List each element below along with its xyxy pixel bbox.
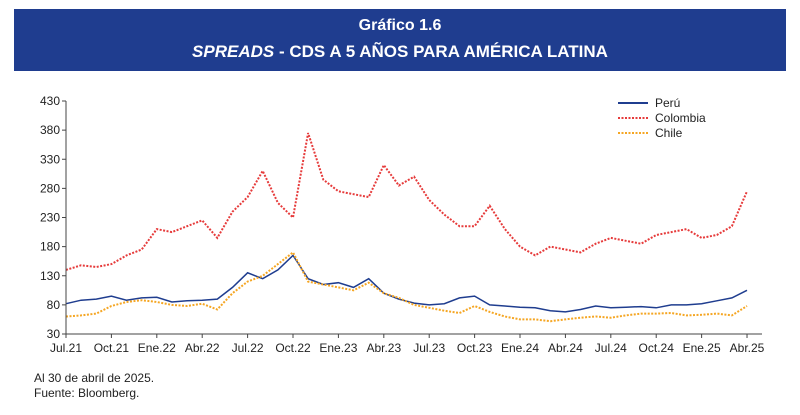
x-tick-label: Ene.24 <box>501 341 539 355</box>
chart-header-banner: Gráfico 1.6 SPREADS - CDS A 5 AÑOS PARA … <box>14 9 786 71</box>
y-axis: 30 80 130 180 230 280 330 380 430 <box>40 94 67 341</box>
y-tick-label: 330 <box>40 152 60 166</box>
x-tick-label: Ene.23 <box>319 341 357 355</box>
x-tick-label: Oct.21 <box>94 341 130 355</box>
chart-title-italic: SPREADS <box>192 42 275 61</box>
plot-area <box>65 132 748 323</box>
chart-title-rest: - CDS A 5 AÑOS PARA AMÉRICA LATINA <box>274 42 608 61</box>
date-note: Al 30 de abril de 2025. <box>34 371 155 385</box>
x-tick-label: Oct.24 <box>639 341 675 355</box>
x-tick-label: Jul.22 <box>232 341 264 355</box>
y-tick-label: 280 <box>40 181 60 195</box>
x-tick-label: Abr.25 <box>730 341 765 355</box>
legend-label: Colombia <box>655 111 706 125</box>
y-tick-label: 130 <box>40 269 60 283</box>
series-line-colombia <box>65 132 748 271</box>
x-tick-label: Oct.23 <box>457 341 493 355</box>
x-tick-label: Jul.24 <box>595 341 627 355</box>
source-note: Fuente: Bloomberg. <box>34 386 140 400</box>
x-tick-label: Jul.21 <box>50 341 82 355</box>
series-line-per <box>65 254 748 313</box>
chart-notes: Al 30 de abril de 2025. Fuente: Bloomber… <box>34 371 154 401</box>
series-line-chile <box>65 250 748 323</box>
x-tick-label: Oct.22 <box>275 341 311 355</box>
y-tick-label: 380 <box>40 123 60 137</box>
legend-label: Chile <box>655 126 683 140</box>
x-axis: Jul.21 Oct.21 Ene.22 Abr.22 Jul.22 Oct.22 Ene.… <box>50 333 765 355</box>
x-tick-label: Ene.22 <box>138 341 176 355</box>
x-tick-label: Ene.25 <box>683 341 721 355</box>
chart-number: Gráfico 1.6 <box>358 17 442 34</box>
chart-title: SPREADS - CDS A 5 AÑOS PARA AMÉRICA LATI… <box>14 42 786 62</box>
x-tick-label: Abr.24 <box>548 341 583 355</box>
y-tick-label: 230 <box>40 211 60 225</box>
legend-label: Perú <box>655 96 680 110</box>
y-tick-label: 430 <box>40 94 60 108</box>
x-tick-label: Abr.22 <box>185 341 220 355</box>
x-tick-label: Abr.23 <box>366 341 401 355</box>
y-tick-label: 30 <box>47 327 61 341</box>
y-tick-label: 80 <box>47 298 61 312</box>
y-tick-label: 180 <box>40 240 60 254</box>
x-tick-label: Jul.23 <box>413 341 445 355</box>
